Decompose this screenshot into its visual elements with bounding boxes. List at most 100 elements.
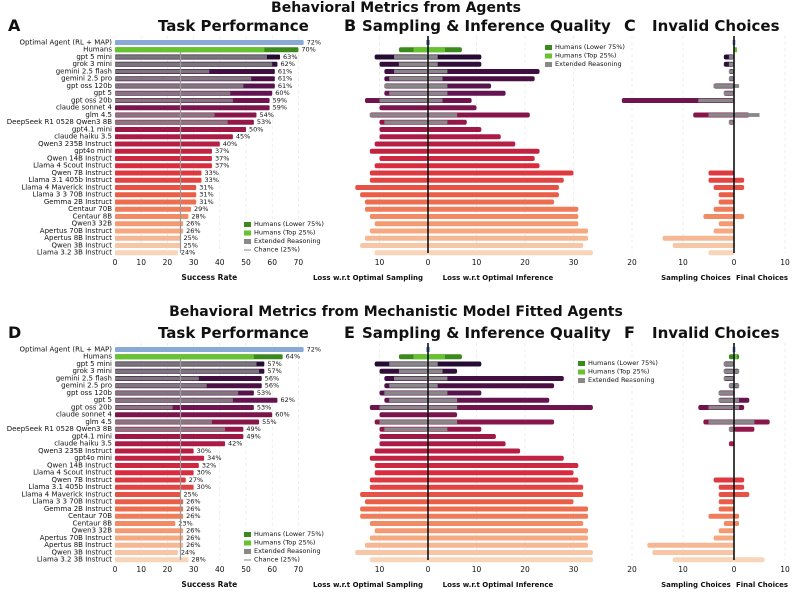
extended-reasoning-bar xyxy=(734,420,755,424)
value-label: 25% xyxy=(184,241,198,249)
bar-sampling-15 xyxy=(369,148,428,154)
bar-sampling-invalid-25 xyxy=(718,221,734,227)
bar-inference-8 xyxy=(428,405,593,410)
category-label: claude haiku 3.5 xyxy=(54,133,112,141)
value-label: 61% xyxy=(278,75,292,83)
bar-23 xyxy=(115,513,184,519)
extended-reasoning-bar xyxy=(389,383,428,388)
panel-letter-c: C xyxy=(624,16,636,35)
value-label: 50% xyxy=(249,125,263,133)
bar-final-invalid-19 xyxy=(734,177,745,183)
extended-reasoning-bar xyxy=(723,362,734,366)
category-label: gpt 5 xyxy=(94,396,112,404)
section-title-agents: Behavioral Metrics from Agents xyxy=(271,0,521,16)
extended-reasoning-bar xyxy=(115,376,199,381)
x-axis-label-right: Loss w.r.t Optimal Inference xyxy=(443,274,554,282)
extended-reasoning-bar xyxy=(428,76,443,81)
tick-label-right: 20 xyxy=(520,565,530,574)
bar-0 xyxy=(115,347,304,352)
bar-inference-29 xyxy=(428,250,593,256)
tick-label-left: 0 xyxy=(426,565,431,574)
extended-reasoning-bar xyxy=(708,420,734,424)
extended-reasoning-bar xyxy=(115,113,215,117)
bar-12 xyxy=(115,434,244,439)
bar-0 xyxy=(115,40,304,45)
extended-reasoning-bar xyxy=(379,405,428,410)
extended-reasoning-bar xyxy=(115,84,244,88)
extended-reasoning-bar xyxy=(428,91,448,96)
bar-sampling-28 xyxy=(355,550,428,555)
category-label: claude sonnet 4 xyxy=(56,104,113,112)
tick-label: 60 xyxy=(267,258,277,267)
panel-title-task: Task Performance xyxy=(158,324,309,342)
legend-swatch xyxy=(578,378,585,383)
bar-sampling-invalid-23 xyxy=(708,513,734,519)
bar-inference-20 xyxy=(428,185,559,190)
value-label: 54% xyxy=(259,111,273,119)
bar-sampling-invalid-20 xyxy=(713,185,734,190)
bar-inference-16 xyxy=(428,156,535,161)
bar-14 xyxy=(115,141,220,147)
value-label: 30% xyxy=(197,447,211,455)
value-label: 26% xyxy=(186,220,200,228)
bar-inference-9 xyxy=(428,105,477,111)
bar-inference-13 xyxy=(428,441,506,447)
extended-reasoning-bar xyxy=(384,427,428,432)
extended-reasoning-bar xyxy=(428,62,438,67)
bar-inference-14 xyxy=(428,448,521,454)
bar-20 xyxy=(115,185,197,190)
tick-label-left: 10 xyxy=(678,565,688,574)
value-label: 31% xyxy=(199,191,213,199)
legend-entry: Humans (Lower 75%) xyxy=(254,530,324,538)
value-label: 61% xyxy=(278,67,292,75)
bar-sampling-29 xyxy=(374,250,428,256)
legend-swatch xyxy=(545,53,552,59)
category-label: gemini 2.5 flash xyxy=(56,374,112,382)
x-axis-label: Success Rate xyxy=(181,580,237,589)
bar-25 xyxy=(115,221,184,227)
value-label: 59% xyxy=(273,104,287,112)
extended-reasoning-bar xyxy=(723,91,734,96)
tick-label-left: 10 xyxy=(375,565,385,574)
legend-swatch xyxy=(244,532,251,537)
extended-reasoning-bar xyxy=(718,398,734,403)
panel-letter-b: B xyxy=(344,16,356,35)
bar-19 xyxy=(115,484,194,490)
value-label: 26% xyxy=(186,512,200,520)
value-label: 26% xyxy=(186,527,200,535)
extended-reasoning-bar xyxy=(723,376,734,381)
bar-final-invalid-29 xyxy=(734,557,765,563)
bar-inference-27 xyxy=(428,235,589,241)
bar-inference-24 xyxy=(428,214,579,219)
value-label: 64% xyxy=(286,353,300,361)
legend-entry: Extended Reasoning xyxy=(555,60,622,68)
bar-16 xyxy=(115,463,199,468)
category-label: Llama 4 Maverick Instruct xyxy=(21,490,112,498)
bar-18 xyxy=(115,477,186,483)
bar-13 xyxy=(115,441,226,447)
category-label: Llama 4 Maverick Instruct xyxy=(21,183,112,191)
bar-sampling-23 xyxy=(360,513,428,519)
category-label: Apertus 70B Instruct xyxy=(40,534,112,542)
value-label: 25% xyxy=(184,490,198,498)
extended-reasoning-bar xyxy=(115,62,273,67)
category-label: gemini 2.5 pro xyxy=(61,382,112,390)
value-label: 57% xyxy=(267,360,281,368)
bar-inference-28 xyxy=(428,243,584,248)
x-axis-label-right: Final Choices xyxy=(736,274,788,282)
bar-inference-5 xyxy=(428,76,535,82)
bar-inference-4 xyxy=(428,69,540,74)
bar-sampling-14 xyxy=(374,448,428,454)
category-label: Qwen3 32B xyxy=(72,527,113,535)
category-label: Humans xyxy=(83,353,112,361)
bar-25 xyxy=(115,528,184,534)
bar-inference-17 xyxy=(428,470,574,476)
bar-21 xyxy=(115,499,184,505)
bar-inference-25 xyxy=(428,528,589,534)
bar-sampling-22 xyxy=(364,199,428,205)
bar-sampling-invalid-27 xyxy=(647,542,734,548)
bar-inference-23 xyxy=(428,206,579,212)
value-label: 49% xyxy=(246,425,260,433)
bar-29 xyxy=(115,557,189,563)
